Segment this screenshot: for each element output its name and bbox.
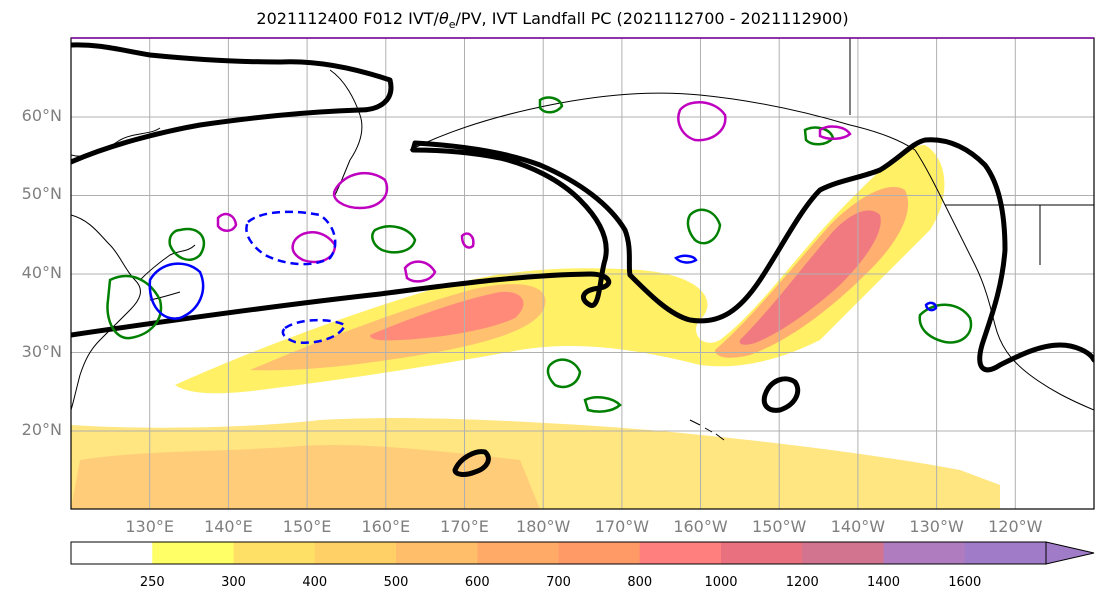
lon-label: 160°W (673, 517, 728, 536)
pv-contour (332, 172, 389, 210)
pv-contour (403, 260, 437, 283)
lat-label-50n: 50°N (21, 184, 62, 203)
lon-label: 130°W (909, 517, 964, 536)
theta-e-contour (686, 208, 722, 245)
lat-label-40n: 40°N (21, 263, 62, 282)
lat-label-60n: 60°N (21, 106, 62, 125)
colorbar-tick-label: 300 (221, 575, 246, 590)
colorbar-tick-label: 800 (627, 575, 653, 590)
colorbar-tick-label: 1200 (785, 575, 819, 590)
landfall-pc-contours (71, 42, 1094, 477)
colorbar-swatch (314, 542, 397, 564)
lon-label: 140°W (830, 517, 886, 536)
colorbar (70, 541, 1095, 565)
colorbar-swatch (558, 542, 641, 564)
coast-alaska (409, 92, 916, 151)
colorbar-frame (70, 541, 1047, 565)
colorbar-tick-label: 1000 (704, 575, 738, 590)
colorbar-swatch (152, 542, 234, 564)
lon-label: 160°E (361, 517, 411, 536)
theta-e-contour (168, 227, 206, 261)
lat-label-30n: 30°N (21, 342, 62, 361)
pv-neg-contour (924, 301, 938, 312)
lon-label: 140°E (204, 517, 253, 536)
pv-positive-contours (216, 101, 852, 283)
border-canada-us (849, 38, 1094, 265)
lon-label: 120°W (988, 517, 1043, 536)
colorbar-swatch (233, 542, 316, 564)
ivt-shade-ar-core-east (739, 210, 881, 345)
colorbar-swatch (477, 542, 559, 564)
pv-contour (291, 231, 337, 264)
colorbar-tick-label: 500 (383, 575, 409, 590)
colorbar-swatch (639, 542, 722, 564)
theta-e-contour (106, 274, 163, 340)
pc-contour-north-band (71, 42, 394, 165)
lon-label: 180°W (516, 517, 571, 536)
theta-e-contour (371, 225, 417, 254)
colorbar-tick-label: 400 (302, 575, 328, 590)
colorbar-swatch (802, 542, 884, 564)
ivt-shading (71, 145, 1000, 509)
lon-label: 150°E (282, 517, 332, 536)
map-title: 2021112400 F012 IVT/θe/PV, IVT Landfall … (256, 9, 849, 32)
pc-contour-closed-east (761, 376, 801, 413)
pv-neg-contour (148, 262, 205, 320)
pv-contour (216, 212, 238, 232)
colorbar-swatch (883, 542, 966, 564)
lon-label: 130°E (125, 517, 175, 536)
colorbar-tick-label: 250 (139, 575, 165, 590)
pv-neg-contour (674, 254, 698, 264)
colorbar-swatches (71, 542, 1047, 564)
theta-e-contour (546, 358, 582, 389)
pv-neg-contour (245, 210, 337, 266)
colorbar-tick-label: 700 (546, 575, 571, 590)
colorbar-swatch (396, 542, 478, 564)
colorbar-tick-label: 1600 (948, 575, 982, 590)
ivt-shade-ar-core-west (370, 291, 524, 341)
colorbar-swatch (71, 542, 153, 564)
colorbar-swatch (964, 542, 1047, 564)
pv-contour (460, 232, 475, 249)
lon-label: 150°W (752, 517, 807, 536)
theta-e-contour (583, 396, 622, 413)
pc-contour-closed-west (452, 449, 491, 477)
colorbar-tick-label: 1400 (866, 575, 901, 590)
coast-hawaii (689, 419, 725, 441)
lon-label: 170°E (440, 517, 489, 536)
pv-negative-contours (148, 210, 938, 344)
colorbar-swatch (721, 542, 803, 564)
lon-label: 170°W (594, 517, 650, 536)
coast-kamchatka (329, 69, 363, 196)
pv-contour (677, 101, 727, 142)
theta-e-contour (538, 96, 564, 114)
theta-e-contour (918, 303, 973, 344)
colorbar-tick-label: 600 (464, 575, 490, 590)
ivt-shade-subtropics-core (71, 444, 540, 509)
lat-label-20n: 20°N (21, 420, 62, 439)
pv-contour (818, 125, 852, 140)
pc-contour-main (71, 137, 1094, 373)
pv-neg-contour (281, 318, 347, 344)
colorbar-extend-triangle (1045, 541, 1095, 565)
coast-north-america (914, 149, 1094, 411)
